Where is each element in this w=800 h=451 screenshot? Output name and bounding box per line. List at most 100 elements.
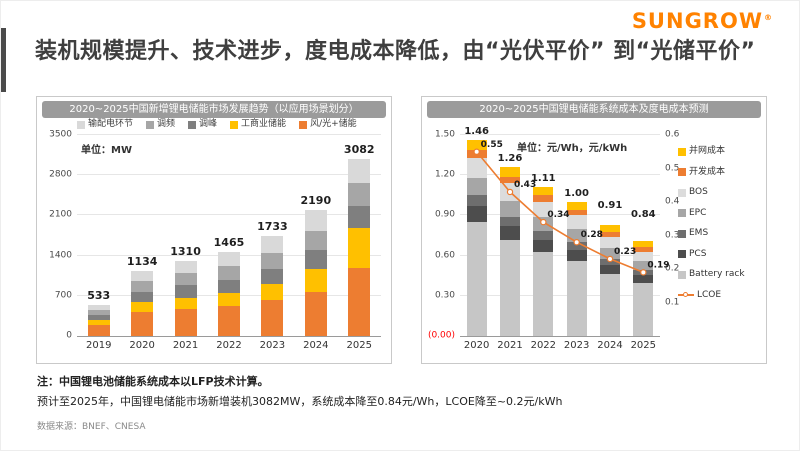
legend-item: BOS	[678, 188, 762, 197]
legend-label: 并网成本	[689, 146, 726, 156]
x-axis-label: 2022	[216, 340, 242, 351]
bar-segment	[348, 183, 371, 207]
grid-line	[77, 134, 381, 135]
legend-label: BOS	[689, 187, 708, 197]
x-axis-label: 2020	[463, 340, 490, 351]
bar-segment	[499, 226, 520, 240]
bar-segment	[131, 270, 154, 281]
y-axis-tick-label: 700	[54, 290, 72, 301]
bar-total-label: 3082	[343, 143, 375, 157]
bar-segment	[599, 248, 620, 260]
bar-segment	[566, 242, 587, 251]
bar-column: 1.00 2023	[560, 135, 593, 351]
legend-label: 风/光+储能	[310, 119, 357, 129]
slide-title: 装机规模提升、技术进步，度电成本降低，由“光伏平价” 到“光储平价”	[35, 39, 756, 64]
legend-label: EPC	[689, 207, 707, 218]
bar-segment	[499, 176, 520, 184]
legend-swatch	[678, 168, 686, 176]
legend-item: PCS	[678, 248, 762, 259]
bar-segment	[304, 269, 327, 293]
left-axis-tick-label: 0.90	[434, 209, 455, 220]
stacked-bar	[533, 187, 554, 336]
grid-line	[77, 174, 381, 176]
bar-segment	[566, 250, 587, 261]
bar-segment	[131, 280, 154, 292]
lcoe-line-icon	[678, 291, 694, 297]
bar-segment	[348, 228, 371, 269]
bar-segment	[466, 195, 487, 207]
legend-swatch	[230, 120, 239, 129]
bar-segment	[533, 239, 554, 252]
bar-column: 2190 2024	[294, 135, 337, 351]
bar-segment	[466, 177, 487, 196]
bar-total-label: 0.84	[630, 209, 656, 221]
bar-segment	[533, 231, 554, 240]
bar-segment	[466, 222, 487, 336]
legend-item: 调峰	[188, 120, 217, 129]
grid-line	[77, 214, 381, 216]
bar-segment	[466, 206, 487, 223]
market-trend-plot: 0 700 1400 2100 2800 3500 533 2019 1134 2020 1310 2…	[49, 130, 381, 351]
bar-total-label: 1.26	[497, 153, 523, 165]
bar-segment	[566, 228, 587, 243]
sungrow-logo: SUNGROW®	[632, 11, 773, 32]
bar-segment	[533, 202, 554, 217]
legend-label: EMS	[689, 228, 709, 238]
legend-item: 并网成本	[678, 147, 762, 156]
bar-total-label: 1.46	[464, 126, 489, 138]
legend-label: PCS	[689, 248, 707, 259]
left-axis-tick-label: 1.20	[434, 169, 455, 180]
legend-swatch	[678, 147, 686, 156]
market-trend-legend: 输配电环节 调频 调峰 工商业储能 风/光+储能	[77, 120, 383, 129]
stacked-bar	[174, 260, 197, 336]
legend-swatch	[77, 120, 85, 129]
bar-segment	[304, 292, 327, 336]
cost-forecast-legend: 并网成本开发成本 BOS EPC EMS PCS Battery rack LCOE	[678, 147, 762, 300]
left-axis-tick-label: 0.30	[434, 290, 455, 301]
bar-segment	[633, 275, 654, 284]
bar-column: 1134 2020	[120, 135, 163, 351]
bar-segment	[633, 251, 654, 261]
bar-segment	[131, 291, 154, 303]
bar-segment	[131, 302, 154, 312]
legend-label: 开发成本	[689, 166, 726, 177]
bar-total-label: 0.91	[597, 200, 623, 212]
x-axis-label: 2019	[85, 340, 112, 351]
legend-item: EPC	[678, 207, 762, 218]
bar-segment	[217, 265, 240, 280]
footnote-lfp: 注：中国锂电池储能系统成本以LFP技术计算。	[37, 375, 269, 388]
y-axis-tick-label: 2800	[49, 169, 72, 180]
bar-columns: 533 2019 1134 2020 1310 2021 1465 2022 1733 2023 2…	[77, 135, 381, 351]
legend-item: Battery rack	[678, 270, 762, 279]
bar-total-label: 533	[87, 289, 111, 303]
bar-segment	[566, 201, 587, 211]
bar-segment	[217, 251, 240, 266]
bar-total-label: 1733	[257, 220, 288, 234]
bar-column: 1.11 2022	[527, 135, 560, 351]
x-axis-label: 2020	[129, 340, 155, 351]
legend-swatch	[678, 229, 686, 238]
right-axis-tick-label: 0.5	[665, 163, 680, 173]
bar-segment	[174, 272, 197, 286]
bar-segment	[533, 251, 554, 336]
legend-label: 调峰	[199, 119, 218, 129]
y-axis-tick-label: 3500	[49, 129, 72, 140]
cost-forecast-plot: 0.30 0.60 0.90 1.20 1.50 (0.00) 0.1 0.2 0.3 0.4 0.…	[428, 126, 679, 351]
legend-swatch	[299, 120, 308, 129]
bar-total-label: 1134	[126, 254, 158, 268]
bar-segment	[599, 265, 620, 274]
bar-segment	[599, 225, 620, 233]
bar-segment	[533, 195, 554, 202]
legend-item: LCOE	[678, 290, 762, 300]
bar-segment	[466, 149, 487, 158]
bar-segment	[533, 216, 554, 232]
bar-segment	[261, 300, 284, 336]
bar-columns: 1.46 2020 1.26 2021 1.11 2022 1.00 2023 0.91 2024…	[460, 126, 660, 351]
bar-segment	[174, 285, 197, 298]
bar-total-label: 2190	[300, 194, 332, 208]
legend-label: Battery rack	[689, 269, 745, 279]
legend-label: 工商业储能	[241, 119, 287, 129]
x-axis-label: 2023	[259, 340, 286, 351]
bar-segment	[348, 206, 371, 229]
